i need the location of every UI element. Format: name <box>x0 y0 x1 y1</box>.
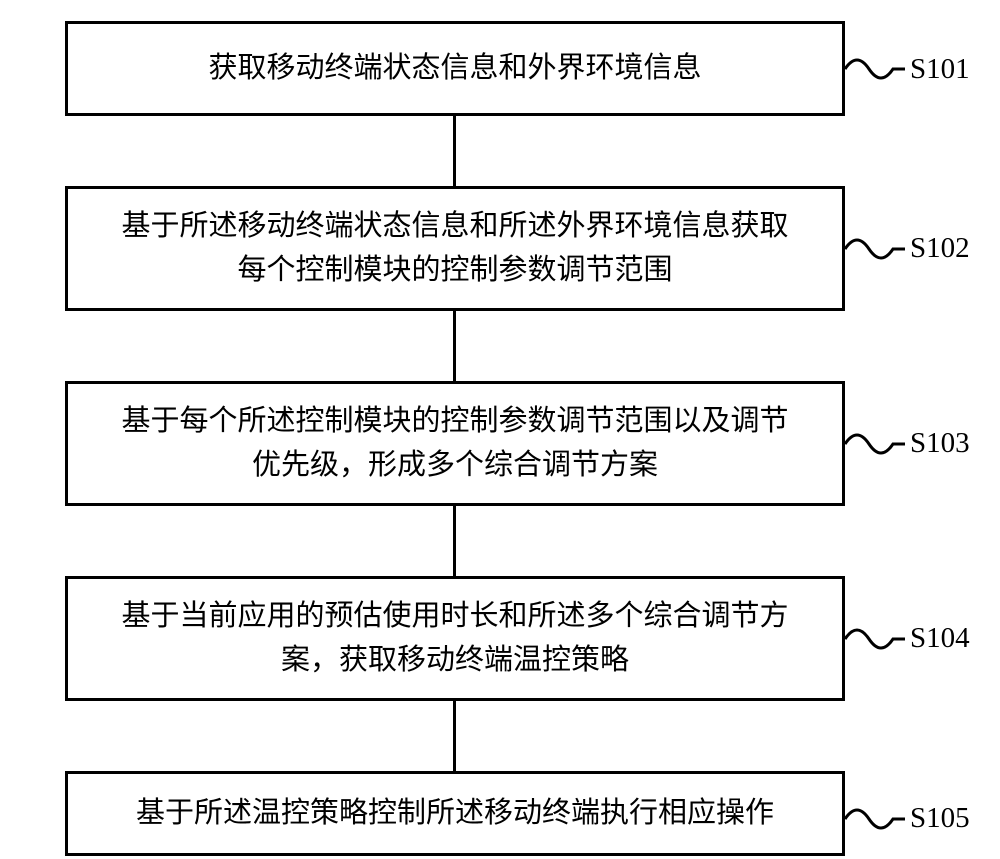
step-label-2: S102 <box>910 232 970 265</box>
flowchart-node-5: 基于所述温控策略控制所述移动终端执行相应操作 <box>65 771 845 856</box>
connector-2-3 <box>453 311 456 381</box>
squiggle-4 <box>845 624 905 654</box>
step-label-1: S101 <box>910 53 970 86</box>
step-label-3: S103 <box>910 427 970 460</box>
squiggle-1 <box>845 54 905 84</box>
node-text: 基于当前应用的预估使用时长和所述多个综合调节方 案，获取移动终端温控策略 <box>121 595 788 682</box>
step-label-4: S104 <box>910 622 970 655</box>
node-text: 基于所述移动终端状态信息和所述外界环境信息获取 每个控制模块的控制参数调节范围 <box>121 205 788 292</box>
node-text: 获取移动终端状态信息和外界环境信息 <box>208 47 701 91</box>
flowchart-node-3: 基于每个所述控制模块的控制参数调节范围以及调节 优先级，形成多个综合调节方案 <box>65 381 845 506</box>
step-label-5: S105 <box>910 802 970 835</box>
connector-1-2 <box>453 116 456 186</box>
squiggle-2 <box>845 234 905 264</box>
squiggle-5 <box>845 804 905 834</box>
flowchart-node-4: 基于当前应用的预估使用时长和所述多个综合调节方 案，获取移动终端温控策略 <box>65 576 845 701</box>
node-text: 基于所述温控策略控制所述移动终端执行相应操作 <box>136 792 774 836</box>
connector-3-4 <box>453 506 456 576</box>
connector-4-5 <box>453 701 456 771</box>
squiggle-3 <box>845 429 905 459</box>
node-text: 基于每个所述控制模块的控制参数调节范围以及调节 优先级，形成多个综合调节方案 <box>121 400 788 487</box>
flowchart-node-2: 基于所述移动终端状态信息和所述外界环境信息获取 每个控制模块的控制参数调节范围 <box>65 186 845 311</box>
flowchart-node-1: 获取移动终端状态信息和外界环境信息 <box>65 21 845 116</box>
